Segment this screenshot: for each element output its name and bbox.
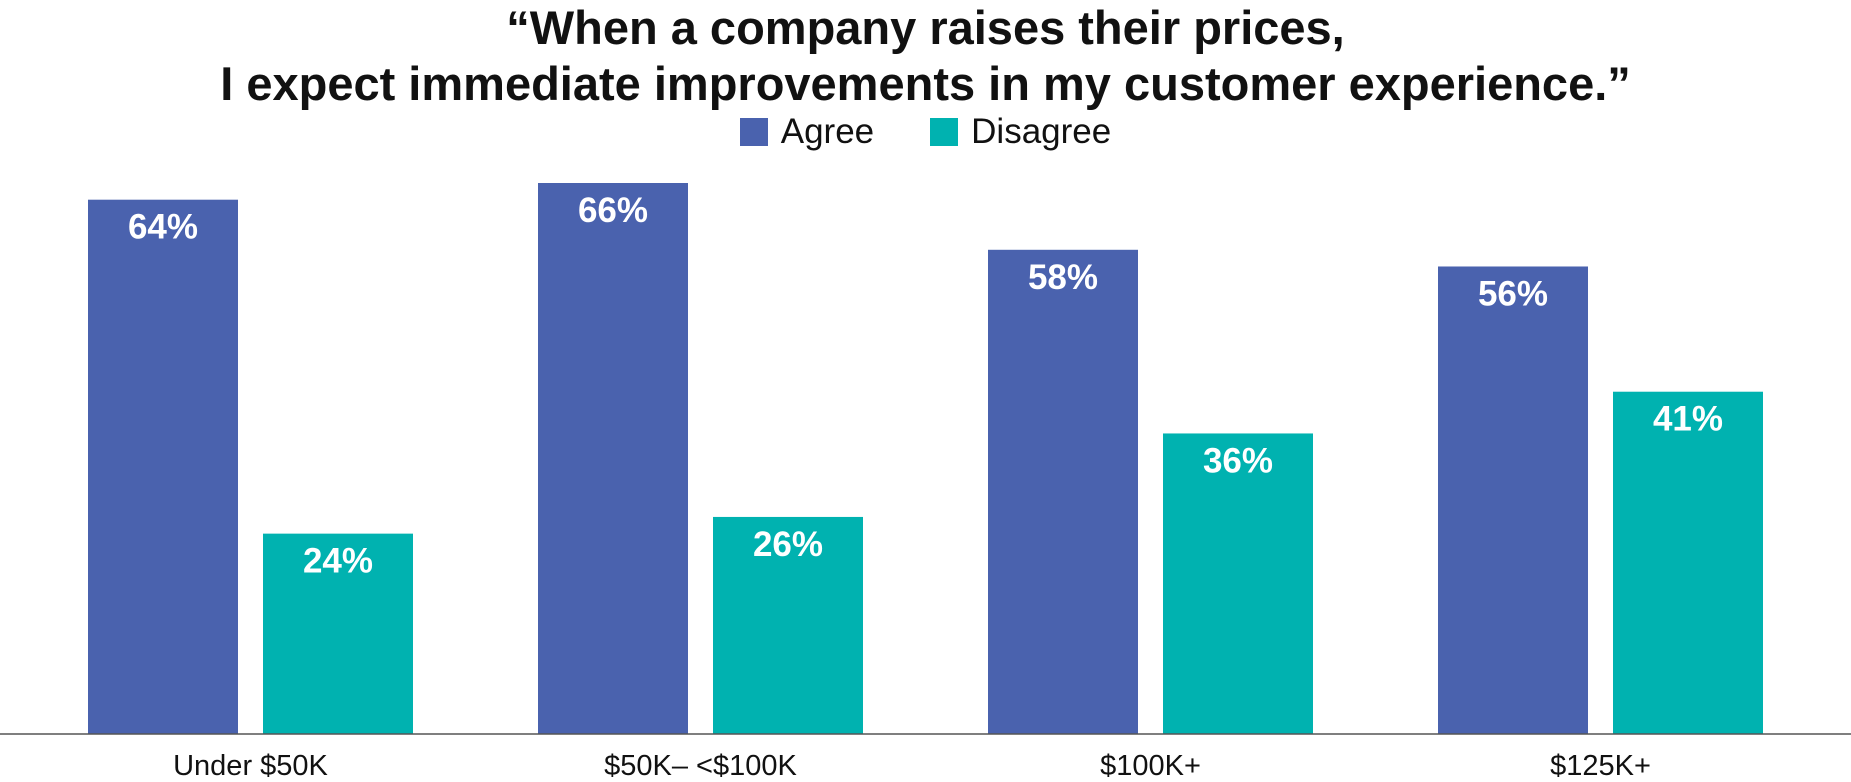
legend-item-disagree: Disagree — [930, 112, 1111, 152]
bar-disagree — [1613, 391, 1763, 734]
chart-title-line-1: “When a company raises their prices, — [506, 1, 1345, 54]
legend-label-disagree: Disagree — [971, 112, 1112, 151]
category-label: $50K– <$100K — [604, 750, 797, 782]
legend-label-agree: Agree — [780, 112, 875, 151]
bar-value-label-disagree: 26% — [753, 525, 823, 564]
bar-value-label-disagree: 36% — [1203, 441, 1273, 480]
bar-value-label-agree: 66% — [578, 191, 648, 230]
legend-item-agree: Agree — [739, 112, 875, 152]
bar-disagree — [1163, 433, 1313, 734]
bar-value-label-agree: 64% — [128, 208, 198, 247]
chart-title-line-2: I expect immediate improvements in my cu… — [220, 57, 1631, 110]
legend-swatch-agree — [739, 118, 768, 146]
chart-legend: Agree Disagree — [0, 110, 1851, 154]
bar-agree — [1438, 266, 1588, 734]
bar-agree — [538, 183, 688, 734]
category-label: Under $50K — [173, 750, 328, 782]
bar-disagree — [263, 533, 413, 734]
bar-agree — [88, 199, 238, 735]
category-label: $125K+ — [1550, 750, 1651, 782]
legend-swatch-disagree — [930, 118, 959, 146]
bar-value-label-disagree: 41% — [1653, 400, 1723, 439]
bar-disagree — [713, 516, 863, 734]
bar-value-label-disagree: 24% — [303, 542, 373, 581]
chart-title: “When a company raises their prices, I e… — [0, 0, 1851, 112]
bar-value-label-agree: 56% — [1478, 274, 1548, 313]
bar-value-label-agree: 58% — [1028, 258, 1098, 297]
category-label: $100K+ — [1100, 750, 1201, 782]
bar-agree — [988, 249, 1138, 734]
